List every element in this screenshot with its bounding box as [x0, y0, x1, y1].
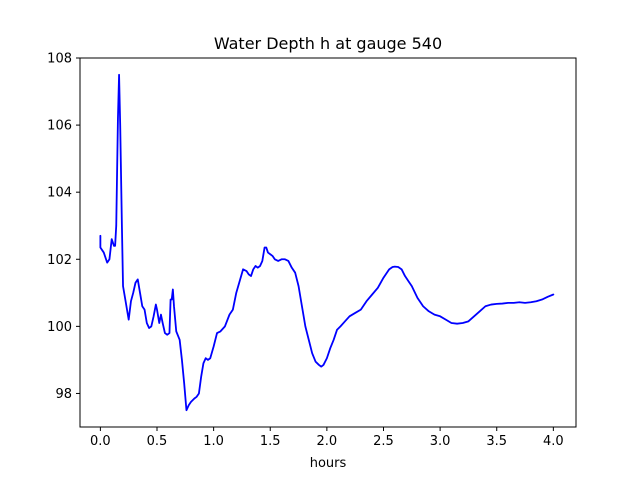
x-tick-label: 3.5 — [486, 434, 507, 449]
plot-frame — [79, 57, 577, 428]
x-tick-label: 2.5 — [373, 434, 394, 449]
x-tick-label: 1.5 — [260, 434, 281, 449]
x-tick-label: 2.0 — [317, 434, 338, 449]
chart-title: Water Depth h at gauge 540 — [214, 34, 442, 53]
x-axis-label: hours — [310, 456, 347, 471]
y-tick-label: 98 — [55, 387, 72, 402]
y-tick-label: 106 — [47, 119, 72, 134]
y-tick-label: 108 — [47, 52, 72, 67]
series-line-0 — [99, 73, 555, 412]
y-tick-label: 104 — [47, 186, 72, 201]
x-tick-label: 3.0 — [430, 434, 451, 449]
axes: 0.0 0.5 1.0 1.5 2.0 2.5 3.0 3.5 4.0 98 100 102 104 10… — [47, 52, 577, 449]
x-tick-label: 0.0 — [90, 434, 111, 449]
y-tick-label: 100 — [47, 320, 72, 335]
y-tick-label: 102 — [47, 253, 72, 268]
x-tick-label: 0.5 — [147, 434, 168, 449]
x-tick-label: 1.0 — [203, 434, 224, 449]
x-tick-label: 4.0 — [543, 434, 564, 449]
plot-area — [99, 73, 555, 412]
